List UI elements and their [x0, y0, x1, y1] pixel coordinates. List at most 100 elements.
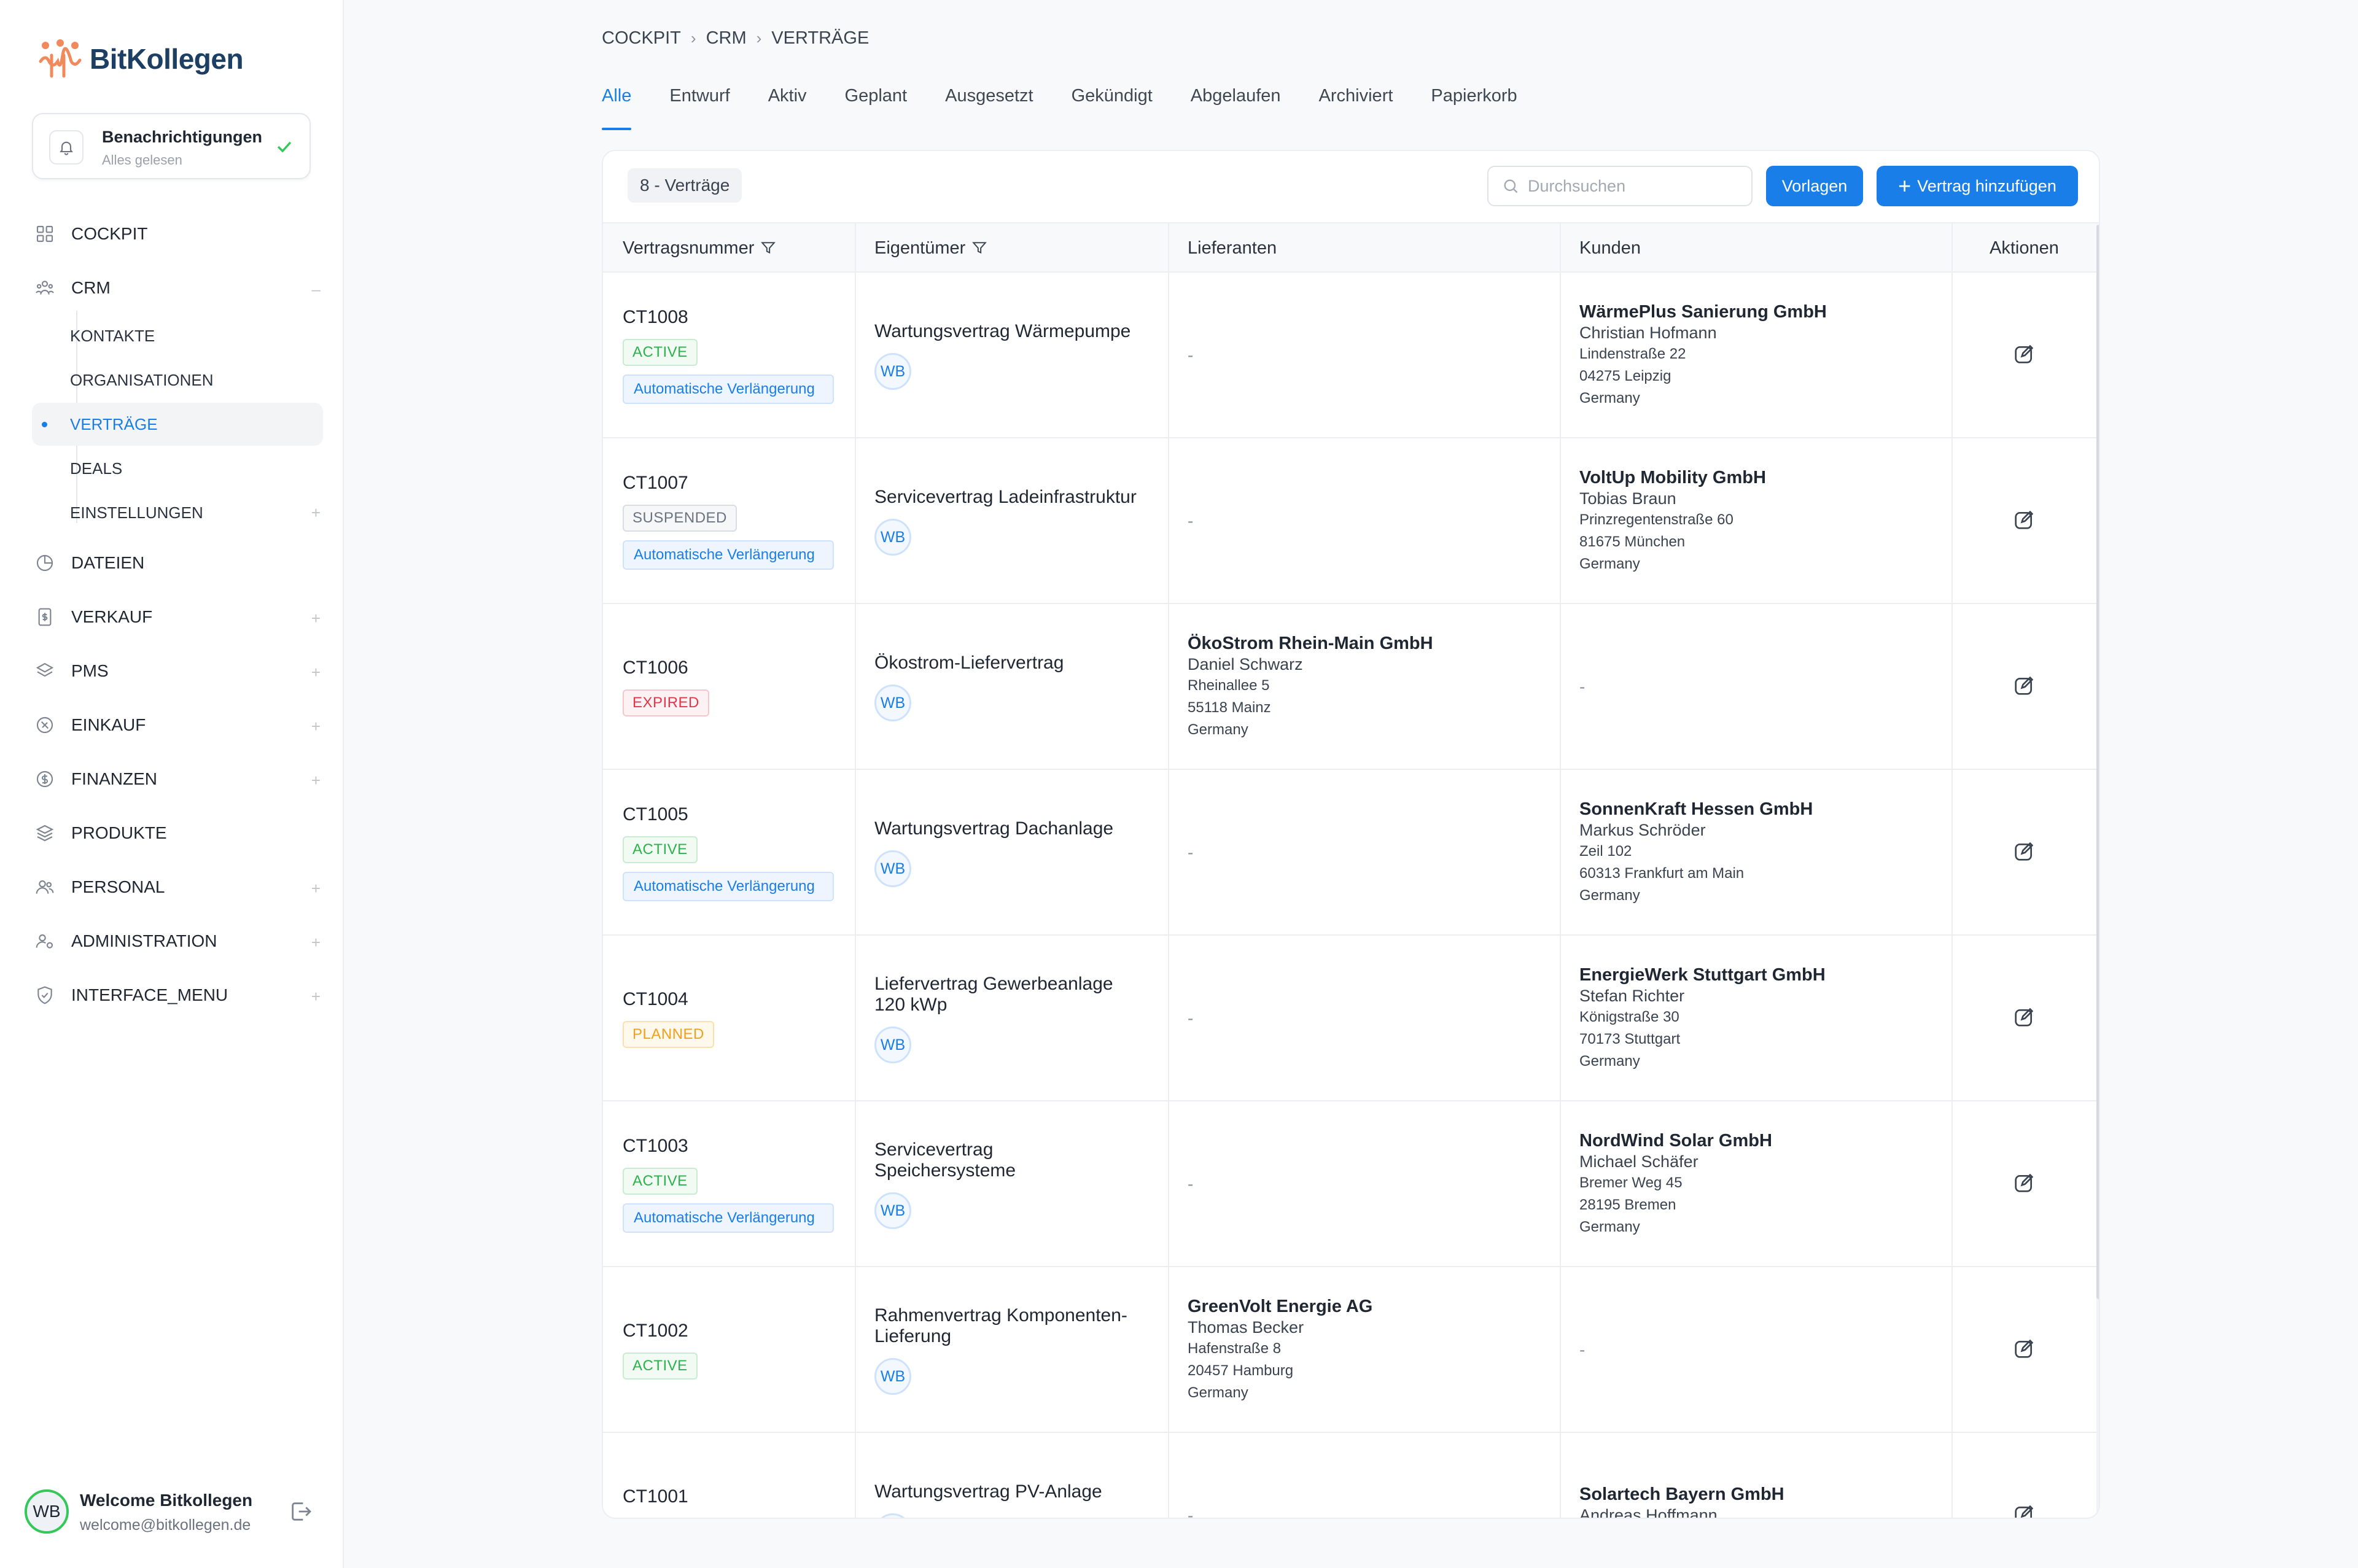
- tab-gekuendigt[interactable]: Gekündigt: [1071, 86, 1153, 106]
- edit-icon[interactable]: [2012, 839, 2036, 867]
- expand-icon[interactable]: +: [311, 771, 321, 790]
- owner-avatar[interactable]: WB: [874, 685, 911, 721]
- table-row[interactable]: CT1008 ACTIVE Automatische Verlängerung …: [603, 273, 2099, 438]
- owner-avatar[interactable]: WB: [874, 1192, 911, 1229]
- contract-title[interactable]: Ökostrom-Liefervertrag: [874, 653, 1064, 673]
- brand-logo[interactable]: BitKollegen: [37, 37, 244, 81]
- sidebar-item-finanzen[interactable]: FINANZEN +: [32, 758, 323, 801]
- search-input[interactable]: Durchsuchen: [1487, 166, 1753, 206]
- contract-number[interactable]: CT1004: [623, 989, 688, 1009]
- tab-aktiv[interactable]: Aktiv: [768, 86, 807, 106]
- table-row[interactable]: CT1007 SUSPENDED Automatische Verlängeru…: [603, 438, 2099, 604]
- table-row[interactable]: CT1001 ACTIVE Wartungsvertrag PV-Anlage …: [603, 1433, 2099, 1518]
- breadcrumb-cockpit[interactable]: COCKPIT: [602, 28, 681, 48]
- company-name[interactable]: GreenVolt Energie AG: [1188, 1297, 1373, 1316]
- address-country: Germany: [1579, 1053, 1640, 1069]
- breadcrumb-crm[interactable]: CRM: [706, 28, 747, 48]
- contract-title[interactable]: Wartungsvertrag Dachanlage: [874, 818, 1114, 839]
- column-header-eigentuemer[interactable]: Eigentümer: [874, 223, 987, 273]
- edit-icon[interactable]: [2012, 1005, 2036, 1033]
- sidebar-subitem-deals[interactable]: DEALS: [32, 447, 323, 490]
- contract-title[interactable]: Servicevertrag Speichersysteme: [874, 1139, 1016, 1181]
- contract-title[interactable]: Liefervertrag Gewerbeanlage 120 kWp: [874, 974, 1113, 1015]
- tab-abgelaufen[interactable]: Abgelaufen: [1190, 86, 1281, 106]
- owner-avatar[interactable]: WB: [874, 1513, 911, 1518]
- user-profile[interactable]: WB Welcome Bitkollegen welcome@bitkolleg…: [25, 1488, 325, 1537]
- contract-title[interactable]: Rahmenvertrag Komponenten-Lieferung: [874, 1305, 1127, 1346]
- sidebar-item-pms[interactable]: PMS +: [32, 650, 323, 693]
- sidebar-item-crm[interactable]: CRM –: [32, 266, 323, 309]
- contract-number[interactable]: CT1003: [623, 1136, 688, 1156]
- contract-title[interactable]: Servicevertrag Ladeinfrastruktur: [874, 487, 1137, 507]
- filter-icon[interactable]: [971, 240, 987, 256]
- sidebar-item-produkte[interactable]: PRODUKTE: [32, 812, 323, 855]
- sidebar-item-administration[interactable]: ADMINISTRATION +: [32, 920, 323, 963]
- edit-icon[interactable]: [2012, 1171, 2036, 1198]
- expand-icon[interactable]: +: [311, 609, 321, 627]
- edit-icon[interactable]: [2012, 342, 2036, 370]
- contract-number[interactable]: CT1005: [623, 804, 688, 825]
- status-badge: ACTIVE: [623, 1353, 698, 1380]
- table-row[interactable]: CT1005 ACTIVE Automatische Verlängerung …: [603, 770, 2099, 936]
- contract-number[interactable]: CT1002: [623, 1321, 688, 1341]
- edit-icon[interactable]: [2012, 508, 2036, 535]
- tab-entwurf[interactable]: Entwurf: [669, 86, 730, 106]
- filter-icon[interactable]: [760, 240, 776, 256]
- company-name[interactable]: SonnenKraft Hessen GmbH: [1579, 799, 1813, 819]
- sidebar-item-interface-menu[interactable]: INTERFACE_MENU +: [32, 974, 323, 1017]
- sidebar-item-dateien[interactable]: DATEIEN: [32, 541, 323, 584]
- table-row[interactable]: CT1002 ACTIVE Rahmenvertrag Komponenten-…: [603, 1267, 2099, 1433]
- expand-icon[interactable]: +: [311, 663, 321, 681]
- sidebar-item-verkauf[interactable]: VERKAUF +: [32, 596, 323, 638]
- sidebar-item-einkauf[interactable]: EINKAUF +: [32, 704, 323, 747]
- company-name[interactable]: VoltUp Mobility GmbH: [1579, 468, 1766, 487]
- table-row[interactable]: CT1004 PLANNED Liefervertrag Gewerbeanla…: [603, 936, 2099, 1101]
- company-name[interactable]: Solartech Bayern GmbH: [1579, 1485, 1784, 1504]
- company-name[interactable]: NordWind Solar GmbH: [1579, 1131, 1772, 1151]
- tab-ausgesetzt[interactable]: Ausgesetzt: [945, 86, 1033, 106]
- logout-icon[interactable]: [289, 1499, 313, 1524]
- scrollbar[interactable]: [2096, 225, 2099, 1518]
- table-row[interactable]: CT1003 ACTIVE Automatische Verlängerung …: [603, 1101, 2099, 1267]
- contract-number[interactable]: CT1006: [623, 658, 688, 678]
- templates-button[interactable]: Vorlagen: [1766, 166, 1863, 206]
- column-header-vertragsnummer[interactable]: Vertragsnummer: [623, 223, 776, 273]
- company-name[interactable]: ÖkoStrom Rhein-Main GmbH: [1188, 634, 1433, 653]
- add-contract-button[interactable]: + Vertrag hinzufügen: [1877, 166, 2078, 206]
- sidebar-subitem-einstellungen[interactable]: EINSTELLUNGEN +: [32, 491, 323, 534]
- contract-number[interactable]: CT1001: [623, 1486, 688, 1507]
- contract-title[interactable]: Wartungsvertrag Wärmepumpe: [874, 321, 1131, 341]
- sidebar-subitem-vertraege[interactable]: VERTRÄGE: [32, 403, 323, 446]
- owner-avatar[interactable]: WB: [874, 850, 911, 887]
- tab-archiviert[interactable]: Archiviert: [1318, 86, 1393, 106]
- cell-actions: [1951, 1433, 2096, 1518]
- sidebar-item-personal[interactable]: PERSONAL +: [32, 866, 323, 909]
- notifications-panel[interactable]: Benachrichtigungen Alles gelesen: [32, 113, 311, 179]
- scrollbar-thumb[interactable]: [2096, 225, 2099, 1299]
- company-name[interactable]: WärmePlus Sanierung GmbH: [1579, 302, 1827, 322]
- expand-icon[interactable]: +: [311, 933, 321, 952]
- edit-icon[interactable]: [2012, 673, 2036, 701]
- sidebar-item-cockpit[interactable]: COCKPIT: [32, 212, 323, 255]
- tab-alle[interactable]: Alle: [602, 83, 632, 130]
- table-row[interactable]: CT1006 EXPIRED Ökostrom-Liefervertrag WB…: [603, 604, 2099, 770]
- owner-avatar[interactable]: WB: [874, 353, 911, 390]
- expand-icon[interactable]: +: [311, 879, 321, 898]
- expand-icon[interactable]: +: [311, 987, 321, 1006]
- owner-avatar[interactable]: WB: [874, 519, 911, 556]
- sidebar-subitem-kontakte[interactable]: KONTAKTE: [32, 314, 323, 357]
- tab-geplant[interactable]: Geplant: [844, 86, 908, 106]
- edit-icon[interactable]: [2012, 1337, 2036, 1364]
- company-name[interactable]: EnergieWerk Stuttgart GmbH: [1579, 965, 1826, 985]
- edit-icon[interactable]: [2012, 1502, 2036, 1518]
- expand-icon[interactable]: +: [311, 717, 321, 735]
- contract-title[interactable]: Wartungsvertrag PV-Anlage: [874, 1481, 1102, 1502]
- contract-number[interactable]: CT1007: [623, 473, 688, 493]
- expand-icon[interactable]: +: [311, 503, 321, 522]
- owner-avatar[interactable]: WB: [874, 1027, 911, 1063]
- collapse-icon[interactable]: –: [311, 280, 321, 298]
- tab-papierkorb[interactable]: Papierkorb: [1431, 86, 1517, 106]
- sidebar-subitem-organisationen[interactable]: ORGANISATIONEN: [32, 359, 323, 402]
- contract-number[interactable]: CT1008: [623, 307, 688, 327]
- owner-avatar[interactable]: WB: [874, 1358, 911, 1395]
